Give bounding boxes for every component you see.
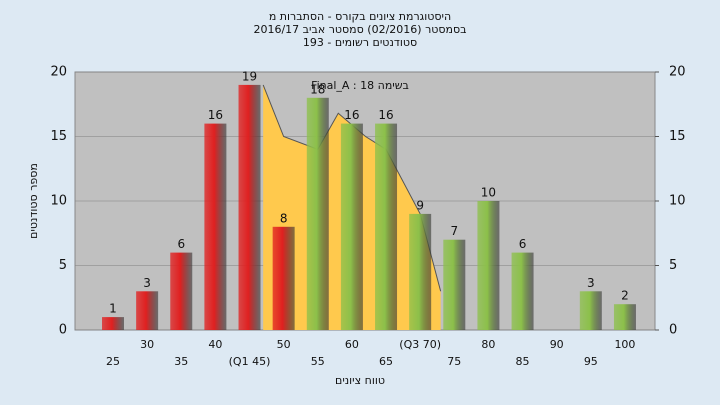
y2-tick-label: 0 <box>669 323 677 338</box>
value-label: 19 <box>242 69 257 83</box>
value-label: 6 <box>177 237 185 251</box>
y2-tick-label: 15 <box>669 129 686 144</box>
value-label: 16 <box>378 108 393 122</box>
bar <box>579 291 602 330</box>
value-label: 3 <box>143 276 151 290</box>
value-label: 18 <box>310 82 325 96</box>
title-line: בסמסטר (02/2016) סמסטר אביב 2016/17 <box>253 23 466 36</box>
x-tick-label: 65 <box>379 355 393 368</box>
value-label: 16 <box>344 108 359 122</box>
bar <box>102 317 124 330</box>
y2-tick-label: 20 <box>669 65 686 80</box>
x-tick-label: 30 <box>140 338 154 351</box>
bar <box>204 123 227 330</box>
y2-tick-label: 5 <box>669 258 677 273</box>
bar <box>511 252 534 330</box>
x-tick-label: 55 <box>311 355 325 368</box>
y-tick-label: 20 <box>50 65 67 80</box>
value-label: 3 <box>587 276 595 290</box>
bar <box>306 97 329 330</box>
x-tick-label: 80 <box>481 338 495 351</box>
bar <box>477 201 500 330</box>
y2-tick-label: 10 <box>669 194 686 209</box>
value-label: 16 <box>208 108 223 122</box>
value-label: 6 <box>519 237 527 251</box>
bar <box>443 239 466 330</box>
value-label: 9 <box>416 198 424 212</box>
x-tick-label: 40 <box>208 338 222 351</box>
x-tick-label: 60 <box>345 338 359 351</box>
value-label: 2 <box>621 289 629 303</box>
x-tick-label: 85 <box>516 355 530 368</box>
title-line: היסטוגרמת ציונים בקורס - הסתברות מ <box>269 10 451 23</box>
value-label: 7 <box>450 224 458 238</box>
y-tick-label: 10 <box>50 194 67 209</box>
value-label: 8 <box>280 211 288 225</box>
annotation: Final_A : בשימה 18 <box>311 79 409 92</box>
x-tick-label: 25 <box>106 355 120 368</box>
x-tick-label: 35 <box>174 355 188 368</box>
bar <box>409 213 432 330</box>
x-tick-label: 100 <box>614 338 635 351</box>
x-tick-label: 95 <box>584 355 598 368</box>
x-tick-label: 50 <box>277 338 291 351</box>
bar <box>613 304 636 330</box>
y-tick-label: 15 <box>50 129 67 144</box>
y-axis-label: מספר סטודנטים <box>27 163 40 239</box>
x-axis-label: טווח ציונים <box>335 374 385 387</box>
bar <box>340 123 363 330</box>
bar <box>136 291 159 330</box>
bar <box>272 226 295 330</box>
bar <box>170 252 193 330</box>
x-tick-label: 90 <box>550 338 564 351</box>
x-tick-label: 75 <box>447 355 461 368</box>
x-tick-label: (Q1 45) <box>229 355 271 368</box>
bar <box>375 123 398 330</box>
y-tick-label: 5 <box>59 258 67 273</box>
y-tick-label: 0 <box>59 323 67 338</box>
value-label: 10 <box>481 186 496 200</box>
value-label: 1 <box>109 302 117 316</box>
title-line: סטודנטים רשומים - 193 <box>303 36 417 49</box>
bar <box>238 84 261 331</box>
x-tick-label: (Q3 70) <box>399 338 441 351</box>
